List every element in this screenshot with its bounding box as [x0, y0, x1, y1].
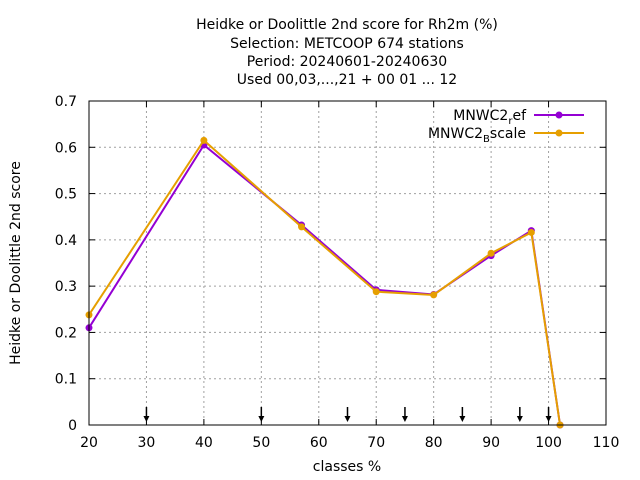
legend-marker: [555, 129, 563, 137]
data-point: [372, 288, 380, 296]
title-line-4: Used 00,03,...,21 + 00 01 ... 12: [237, 72, 457, 88]
axis-ticks: [88, 100, 607, 426]
x-tick-label: 110: [593, 435, 620, 451]
y-tick-label: 0.4: [55, 233, 77, 249]
legend-marker: [555, 111, 563, 119]
arrow-marker: [344, 407, 351, 422]
arrow-marker: [459, 407, 466, 422]
plot-frame: [88, 100, 607, 426]
title-line-3: Period: 20240601-20240630: [247, 54, 447, 70]
arrow-markers: [143, 407, 552, 422]
series-line: [88, 138, 562, 426]
x-tick-label: 100: [535, 435, 562, 451]
series-line: [88, 143, 562, 426]
x-tick-label: 80: [425, 435, 443, 451]
x-tick-label: 90: [482, 435, 500, 451]
x-tick-labels: 20 30 40 50 60 70 80 90 100 110: [80, 435, 619, 451]
x-tick-label: 50: [252, 435, 270, 451]
x-axis-label: classes %: [313, 459, 381, 475]
arrow-marker: [545, 407, 552, 422]
x-tick-label: 40: [195, 435, 213, 451]
y-tick-label: 0.6: [55, 140, 77, 156]
x-tick-label: 30: [138, 435, 156, 451]
y-tick-label: 0.7: [55, 94, 77, 110]
grid: [89, 101, 606, 425]
series-lines: [85, 136, 564, 429]
chart-title: Heidke or Doolittle 2nd score for Rh2m (…: [196, 17, 498, 88]
y-tick-labels: 0 0.1 0.2 0.3 0.4 0.5 0.6 0.7: [55, 94, 77, 434]
arrow-marker: [258, 407, 265, 422]
legend-label: MNWC2Bscale: [428, 126, 526, 145]
data-point: [200, 136, 208, 144]
y-tick-label: 0.2: [55, 325, 77, 341]
title-line-1: Heidke or Doolittle 2nd score for Rh2m (…: [196, 17, 498, 33]
x-tick-label: 70: [367, 435, 385, 451]
y-tick-label: 0: [68, 418, 77, 434]
arrow-marker: [143, 407, 150, 422]
y-tick-label: 0.5: [55, 187, 77, 203]
x-tick-label: 20: [80, 435, 98, 451]
y-tick-label: 0.3: [55, 279, 77, 295]
y-axis-label: Heidke or Doolittle 2nd score: [8, 161, 24, 365]
arrow-marker: [401, 407, 408, 422]
data-point: [298, 223, 306, 231]
x-tick-label: 60: [310, 435, 328, 451]
data-point: [487, 249, 495, 257]
data-point: [430, 291, 438, 299]
title-line-2: Selection: METCOOP 674 stations: [230, 36, 464, 52]
data-point: [527, 228, 535, 236]
legend-label: MNWC2ref: [453, 108, 527, 127]
y-tick-label: 0.1: [55, 372, 77, 388]
arrow-marker: [516, 407, 523, 422]
